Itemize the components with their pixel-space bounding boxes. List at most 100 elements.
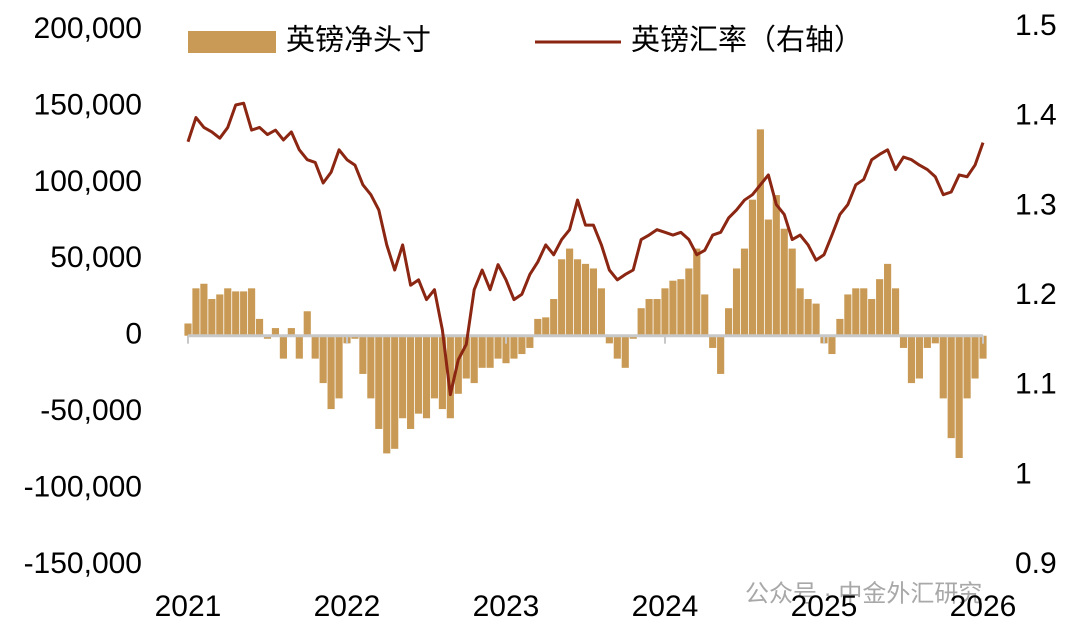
y-tick-label: -50,000 (40, 394, 142, 427)
x-tick-label: 2025 (791, 590, 858, 623)
legend-label: 英镑汇率（右轴） (631, 24, 863, 57)
bar (351, 335, 359, 339)
bar (868, 299, 876, 336)
bar (947, 335, 955, 439)
bar (923, 335, 931, 348)
bar (407, 335, 415, 429)
bar (971, 335, 979, 379)
bar (812, 303, 820, 336)
y-tick-label: -150,000 (24, 547, 142, 580)
bar (653, 299, 661, 336)
bar (279, 335, 287, 359)
bar (573, 259, 582, 336)
bar (208, 299, 216, 336)
y2-tick-label: 1 (1015, 457, 1032, 490)
bar (478, 335, 486, 368)
bar (637, 308, 645, 336)
bar (740, 248, 749, 336)
bar (518, 335, 526, 355)
bar (216, 294, 224, 336)
bar (613, 335, 621, 359)
bar (732, 268, 741, 336)
bar (955, 335, 963, 458)
bar (907, 335, 916, 384)
bar (558, 259, 566, 336)
bar (391, 335, 399, 449)
bar (836, 318, 844, 336)
bar (860, 288, 868, 336)
bar (430, 335, 439, 399)
bar (383, 335, 391, 454)
bar (526, 335, 534, 348)
y2-tick-label: 1.5 (1015, 9, 1057, 42)
y-tick-label: 0 (125, 318, 142, 351)
bar (780, 228, 788, 336)
bar (852, 288, 860, 336)
legend-swatch (188, 31, 276, 53)
bar (375, 335, 383, 429)
bar (303, 311, 311, 336)
bar (669, 280, 677, 336)
bar (311, 335, 319, 359)
y-tick-label: 150,000 (34, 88, 142, 121)
bar (542, 317, 550, 336)
x-tick-label: 2023 (473, 590, 540, 623)
bar (788, 248, 796, 336)
bar (271, 328, 280, 336)
bar (748, 199, 757, 336)
bar (979, 335, 987, 359)
bar (200, 283, 208, 336)
x-tick-label: 2024 (632, 590, 699, 623)
bar (844, 294, 852, 336)
bar (931, 335, 939, 344)
bar (502, 335, 510, 364)
bar (335, 335, 343, 399)
bar (645, 299, 653, 336)
y-tick-label: -100,000 (24, 470, 142, 503)
bar (828, 335, 836, 355)
bar (319, 335, 327, 384)
bar (240, 291, 248, 336)
bar (192, 288, 200, 336)
x-tick-label: 2026 (950, 590, 1017, 623)
y-tick-label: 50,000 (50, 241, 142, 274)
bar (796, 288, 804, 336)
bar (462, 335, 470, 379)
bar (184, 323, 192, 336)
bar (597, 288, 605, 336)
bar (693, 248, 701, 336)
bar (963, 335, 971, 399)
bar (367, 335, 375, 399)
bar (470, 335, 478, 384)
bar (327, 335, 335, 410)
bar (422, 335, 431, 419)
bar (510, 335, 518, 359)
bar (891, 288, 900, 336)
bar (232, 291, 240, 336)
bar (661, 288, 669, 336)
bar (756, 129, 764, 336)
bar (772, 195, 780, 336)
legend-label: 英镑净头寸 (286, 24, 431, 57)
bar (629, 335, 637, 339)
bar (248, 288, 256, 336)
bar (295, 335, 303, 359)
bar (709, 335, 717, 348)
bar (534, 318, 542, 336)
bar (764, 219, 772, 336)
bar (899, 335, 908, 348)
bar (605, 335, 613, 344)
bar (486, 335, 494, 368)
bar (939, 335, 947, 399)
bar (263, 335, 272, 339)
bar (494, 335, 502, 359)
bar-series (184, 129, 987, 458)
y2-tick-label: 1.4 (1015, 99, 1057, 132)
bar (884, 263, 892, 336)
bar (685, 268, 693, 336)
y2-tick-label: 1.1 (1015, 368, 1057, 401)
bar (224, 288, 232, 336)
bar (621, 335, 629, 368)
bar (804, 299, 812, 336)
bar (589, 268, 598, 336)
